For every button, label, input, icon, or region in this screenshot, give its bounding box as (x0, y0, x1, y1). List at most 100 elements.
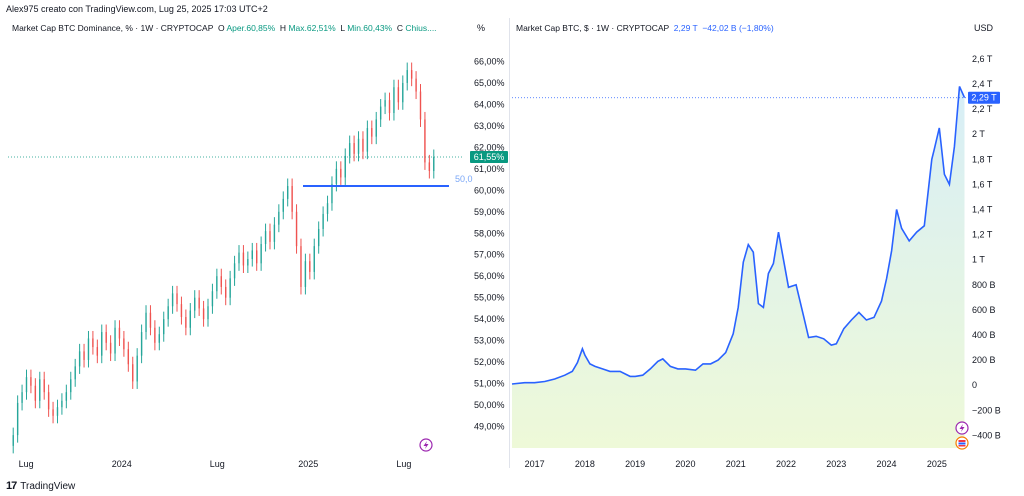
candle-body[interactable] (30, 377, 32, 386)
pane-divider[interactable] (509, 18, 510, 468)
candle-body[interactable] (96, 347, 99, 356)
candle-body[interactable] (309, 261, 311, 272)
candle-body[interactable] (260, 244, 262, 264)
candle-body[interactable] (145, 312, 147, 333)
candle-body[interactable] (56, 407, 59, 416)
candle-body[interactable] (256, 250, 258, 264)
candle-body[interactable] (242, 252, 245, 266)
lightning-icon[interactable] (419, 438, 433, 452)
candle-body[interactable] (433, 157, 435, 171)
dominance-chart-svg[interactable]: 49,00% 50,00% 51,00% 52,00% 53,00% 54,00% 55,0… (8, 18, 508, 470)
candle-body[interactable] (313, 246, 315, 272)
candle-body[interactable] (87, 338, 90, 360)
candle-body[interactable] (340, 168, 342, 178)
candle-body[interactable] (326, 203, 329, 214)
candle-body[interactable] (406, 70, 408, 83)
candle-body[interactable] (92, 338, 94, 348)
candle-body[interactable] (348, 143, 351, 156)
candle-body[interactable] (379, 106, 382, 120)
candle-body[interactable] (424, 119, 426, 163)
candle-body[interactable] (105, 332, 107, 343)
candle-body[interactable] (176, 293, 178, 305)
candle-body[interactable] (109, 342, 112, 354)
candle-body[interactable] (211, 291, 214, 307)
candle-body[interactable] (353, 143, 355, 154)
candle-body[interactable] (140, 332, 143, 356)
candle-body[interactable] (25, 377, 28, 393)
candle-body[interactable] (375, 119, 377, 137)
candle-body[interactable] (136, 355, 138, 382)
candle-body[interactable] (362, 138, 364, 152)
candle-body[interactable] (286, 186, 289, 199)
candle-body[interactable] (264, 231, 267, 244)
candle-body[interactable] (47, 392, 50, 410)
candle-body[interactable] (415, 78, 417, 92)
candle-body[interactable] (101, 332, 103, 356)
candle-body[interactable] (317, 228, 320, 247)
candle-body[interactable] (322, 213, 324, 229)
candle-body[interactable] (83, 351, 85, 360)
candle-body[interactable] (180, 304, 183, 318)
dominance-chart-pane[interactable]: Market Cap BTC Dominance, % · 1W · CRYPT… (8, 18, 508, 470)
candle-body[interactable] (198, 297, 200, 309)
candle-body[interactable] (419, 91, 422, 120)
candle-body[interactable] (384, 100, 386, 107)
candle-body[interactable] (300, 246, 302, 287)
candle-body[interactable] (118, 327, 121, 339)
candle-body[interactable] (295, 211, 298, 247)
candle-body[interactable] (397, 87, 400, 103)
candle-body[interactable] (331, 183, 333, 204)
candle-body[interactable] (149, 312, 152, 328)
tradingview-logo[interactable]: 17 TradingView (6, 480, 75, 492)
candle-body[interactable] (12, 435, 14, 446)
candle-body[interactable] (371, 128, 373, 137)
candle-body[interactable] (207, 306, 209, 320)
candle-body[interactable] (171, 293, 174, 307)
candle-body[interactable] (61, 400, 63, 408)
flag-icon[interactable] (955, 436, 969, 450)
candle-body[interactable] (123, 338, 125, 350)
candle-body[interactable] (357, 138, 360, 154)
candle-body[interactable] (70, 379, 72, 393)
lightning-icon[interactable] (955, 421, 969, 435)
candle-body[interactable] (114, 327, 116, 354)
candle-body[interactable] (238, 252, 240, 264)
candle-body[interactable] (388, 100, 391, 114)
candle-body[interactable] (127, 349, 130, 365)
candle-body[interactable] (16, 402, 19, 436)
candle-body[interactable] (132, 364, 134, 382)
marketcap-line[interactable] (511, 86, 966, 385)
candle-body[interactable] (21, 392, 23, 403)
candle-body[interactable] (74, 366, 76, 380)
candle-body[interactable] (189, 310, 191, 328)
candle-body[interactable] (247, 259, 249, 266)
candle-body[interactable] (366, 128, 369, 152)
candle-body[interactable] (185, 317, 187, 328)
candle-body[interactable] (225, 286, 227, 298)
candle-body[interactable] (269, 231, 271, 242)
candle-body[interactable] (43, 379, 45, 393)
candle-body[interactable] (154, 327, 156, 343)
candle-body[interactable] (304, 261, 307, 287)
candle-body[interactable] (428, 162, 431, 171)
candle-body[interactable] (402, 82, 404, 103)
candle-body[interactable] (194, 297, 196, 311)
candle-body[interactable] (273, 224, 276, 242)
candle-body[interactable] (344, 155, 346, 178)
marketcap-chart-pane[interactable]: Market Cap BTC, $ · 1W · CRYPTOCAP 2,29 … (511, 18, 1017, 470)
candle-body[interactable] (167, 306, 169, 320)
candle-body[interactable] (216, 276, 218, 292)
candle-body[interactable] (220, 276, 222, 287)
candle-body[interactable] (233, 263, 236, 279)
candle-body[interactable] (65, 392, 68, 401)
candle-body[interactable] (163, 319, 165, 335)
candle-body[interactable] (282, 198, 284, 212)
candle-body[interactable] (335, 168, 338, 184)
candle-body[interactable] (34, 385, 37, 401)
candle-body[interactable] (78, 351, 81, 367)
candle-body[interactable] (52, 409, 54, 416)
marketcap-chart-svg[interactable]: −400 B −200 B 0 200 B 400 B 600 B 800 B 1 T 1,2 … (511, 18, 1017, 470)
candle-body[interactable] (291, 186, 293, 212)
candle-body[interactable] (410, 70, 413, 79)
candle-body[interactable] (278, 211, 280, 225)
